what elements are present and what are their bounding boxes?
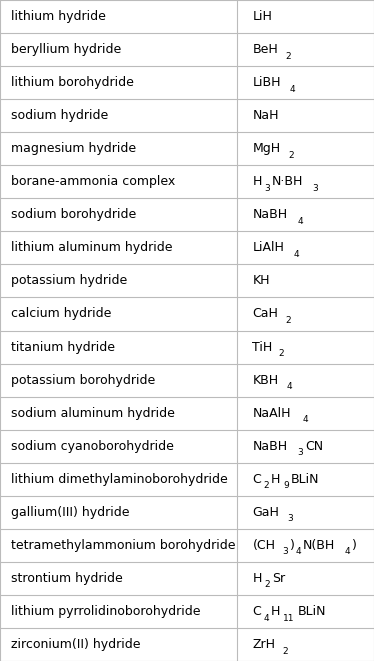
Text: lithium pyrrolidinoborohydride: lithium pyrrolidinoborohydride <box>11 605 201 618</box>
Text: potassium borohydride: potassium borohydride <box>11 373 156 387</box>
Text: 3: 3 <box>287 514 293 524</box>
Text: NaBH: NaBH <box>252 440 288 453</box>
Text: BLiN: BLiN <box>291 473 319 486</box>
Text: 2: 2 <box>282 646 288 656</box>
Text: lithium hydride: lithium hydride <box>11 10 106 23</box>
Text: 3: 3 <box>264 184 270 193</box>
Text: 2: 2 <box>279 349 284 358</box>
Text: 4: 4 <box>296 547 301 557</box>
Text: H: H <box>252 175 262 188</box>
Text: LiBH: LiBH <box>252 76 281 89</box>
Text: 2: 2 <box>286 52 291 61</box>
Text: lithium borohydride: lithium borohydride <box>11 76 134 89</box>
Text: N(BH: N(BH <box>303 539 335 552</box>
Text: ): ) <box>289 539 294 552</box>
Text: (CH: (CH <box>252 539 275 552</box>
Text: LiH: LiH <box>252 10 272 23</box>
Text: N·BH: N·BH <box>272 175 303 188</box>
Text: 4: 4 <box>264 613 269 623</box>
Text: titanium hydride: titanium hydride <box>11 340 115 354</box>
Text: sodium hydride: sodium hydride <box>11 109 108 122</box>
Text: 4: 4 <box>289 85 295 94</box>
Text: sodium aluminum hydride: sodium aluminum hydride <box>11 407 175 420</box>
Text: 4: 4 <box>286 382 292 391</box>
Text: CaH: CaH <box>252 307 278 321</box>
Text: C: C <box>252 473 261 486</box>
Text: TiH: TiH <box>252 340 273 354</box>
Text: 2: 2 <box>286 316 291 325</box>
Text: MgH: MgH <box>252 142 280 155</box>
Text: C: C <box>252 605 261 618</box>
Text: lithium aluminum hydride: lithium aluminum hydride <box>11 241 173 254</box>
Text: sodium borohydride: sodium borohydride <box>11 208 137 221</box>
Text: NaH: NaH <box>252 109 279 122</box>
Text: NaBH: NaBH <box>252 208 288 221</box>
Text: lithium dimethylaminoborohydride: lithium dimethylaminoborohydride <box>11 473 228 486</box>
Text: zirconium(II) hydride: zirconium(II) hydride <box>11 638 141 651</box>
Text: KH: KH <box>252 274 270 288</box>
Text: BLiN: BLiN <box>298 605 327 618</box>
Text: H: H <box>271 605 280 618</box>
Text: H: H <box>252 572 262 585</box>
Text: 11: 11 <box>283 613 295 623</box>
Text: potassium hydride: potassium hydride <box>11 274 128 288</box>
Text: 3: 3 <box>282 547 288 557</box>
Text: beryllium hydride: beryllium hydride <box>11 43 122 56</box>
Text: 2: 2 <box>289 151 294 160</box>
Text: 4: 4 <box>294 250 299 259</box>
Text: 4: 4 <box>345 547 350 557</box>
Text: CN: CN <box>305 440 323 453</box>
Text: calcium hydride: calcium hydride <box>11 307 111 321</box>
Text: tetramethylammonium borohydride: tetramethylammonium borohydride <box>11 539 236 552</box>
Text: GaH: GaH <box>252 506 279 519</box>
Text: 9: 9 <box>283 481 289 490</box>
Text: ): ) <box>352 539 357 552</box>
Text: 2: 2 <box>264 580 270 590</box>
Text: 2: 2 <box>264 481 269 490</box>
Text: 4: 4 <box>302 415 308 424</box>
Text: 3: 3 <box>298 448 304 457</box>
Text: 4: 4 <box>298 217 303 226</box>
Text: borane-ammonia complex: borane-ammonia complex <box>11 175 175 188</box>
Text: magnesium hydride: magnesium hydride <box>11 142 137 155</box>
Text: Sr: Sr <box>272 572 285 585</box>
Text: gallium(III) hydride: gallium(III) hydride <box>11 506 130 519</box>
Text: KBH: KBH <box>252 373 279 387</box>
Text: ZrH: ZrH <box>252 638 275 651</box>
Text: sodium cyanoborohydride: sodium cyanoborohydride <box>11 440 174 453</box>
Text: LiAlH: LiAlH <box>252 241 284 254</box>
Text: BeH: BeH <box>252 43 278 56</box>
Text: strontium hydride: strontium hydride <box>11 572 123 585</box>
Text: NaAlH: NaAlH <box>252 407 291 420</box>
Text: H: H <box>271 473 280 486</box>
Text: 3: 3 <box>312 184 318 193</box>
